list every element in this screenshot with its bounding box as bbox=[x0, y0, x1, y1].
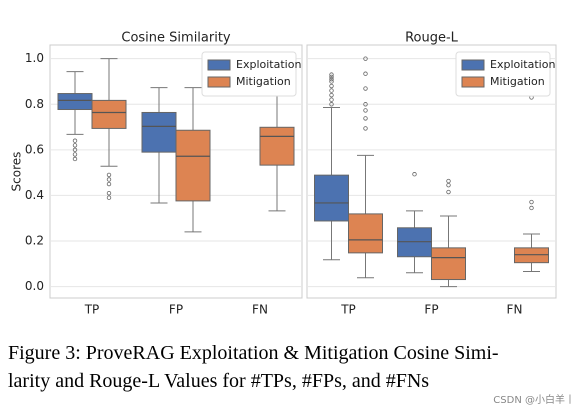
flier bbox=[363, 108, 368, 113]
box bbox=[431, 247, 466, 281]
y-axis-label: Scores bbox=[10, 152, 24, 192]
flier bbox=[446, 189, 451, 195]
flier bbox=[329, 76, 334, 82]
flier bbox=[329, 72, 334, 77]
flier bbox=[72, 152, 78, 157]
flier bbox=[363, 86, 368, 91]
flier bbox=[329, 83, 334, 89]
flier bbox=[529, 199, 534, 205]
legend-label: Exploitation bbox=[236, 58, 301, 71]
flier bbox=[363, 102, 368, 107]
y-tick-label: 0.0 bbox=[25, 279, 44, 293]
y-tick-label: 1.0 bbox=[25, 51, 44, 65]
box bbox=[57, 93, 93, 111]
x-tick-label: FP bbox=[169, 303, 183, 317]
box bbox=[91, 99, 127, 129]
y-tick-label: 0.6 bbox=[25, 142, 44, 156]
caption-line: larity and Rouge-L Values for #TPs, #FPs… bbox=[8, 370, 430, 392]
flier bbox=[446, 178, 451, 184]
flier bbox=[412, 172, 417, 177]
flier bbox=[329, 88, 334, 93]
flier bbox=[363, 71, 368, 76]
flier bbox=[106, 172, 112, 178]
box bbox=[175, 129, 211, 202]
x-tick-label: TP bbox=[84, 303, 100, 317]
flier bbox=[329, 74, 334, 80]
legend-label: Exploitation bbox=[490, 58, 555, 71]
legend-swatch bbox=[207, 76, 231, 88]
flier bbox=[72, 156, 78, 162]
flier bbox=[72, 143, 78, 148]
flier bbox=[329, 92, 334, 98]
flier bbox=[106, 190, 112, 196]
x-tick-label: FN bbox=[252, 303, 268, 317]
watermark: CSDN @小白羊丨 bbox=[493, 395, 575, 406]
flier bbox=[446, 182, 451, 188]
legend-label: Mitigation bbox=[236, 75, 291, 88]
flier bbox=[72, 147, 78, 153]
flier bbox=[363, 116, 368, 121]
flier bbox=[72, 138, 78, 143]
box bbox=[141, 111, 177, 153]
flier bbox=[529, 205, 534, 211]
flier bbox=[363, 56, 368, 61]
panel-title: Cosine Similarity bbox=[121, 31, 231, 46]
flier bbox=[329, 79, 334, 84]
flier bbox=[106, 177, 112, 182]
box bbox=[314, 174, 349, 222]
chart: 0.0 0.2 0.4 0.6 0.8 1.0 Cosine Similarity Score… bbox=[10, 31, 557, 317]
flier bbox=[329, 102, 334, 107]
flier bbox=[329, 97, 334, 102]
x-tick-label: FN bbox=[507, 303, 523, 317]
x-tick-label: TP bbox=[340, 303, 356, 317]
box bbox=[348, 213, 383, 254]
legend-swatch bbox=[461, 76, 485, 88]
y-tick-label: 0.4 bbox=[25, 188, 44, 202]
y-tick-label: 0.2 bbox=[25, 234, 44, 248]
legend-swatch bbox=[461, 59, 485, 71]
legend-swatch bbox=[207, 59, 231, 71]
x-tick-label: FP bbox=[424, 303, 438, 317]
panel-title: Rouge-L bbox=[405, 31, 459, 46]
legend-label: Mitigation bbox=[490, 75, 545, 88]
flier bbox=[106, 195, 112, 200]
box bbox=[259, 126, 295, 166]
caption-line: Figure 3: ProveRAG Exploitation & Mitiga… bbox=[8, 342, 499, 364]
y-tick-label: 0.8 bbox=[25, 97, 44, 111]
flier bbox=[106, 181, 112, 187]
flier bbox=[363, 126, 368, 131]
